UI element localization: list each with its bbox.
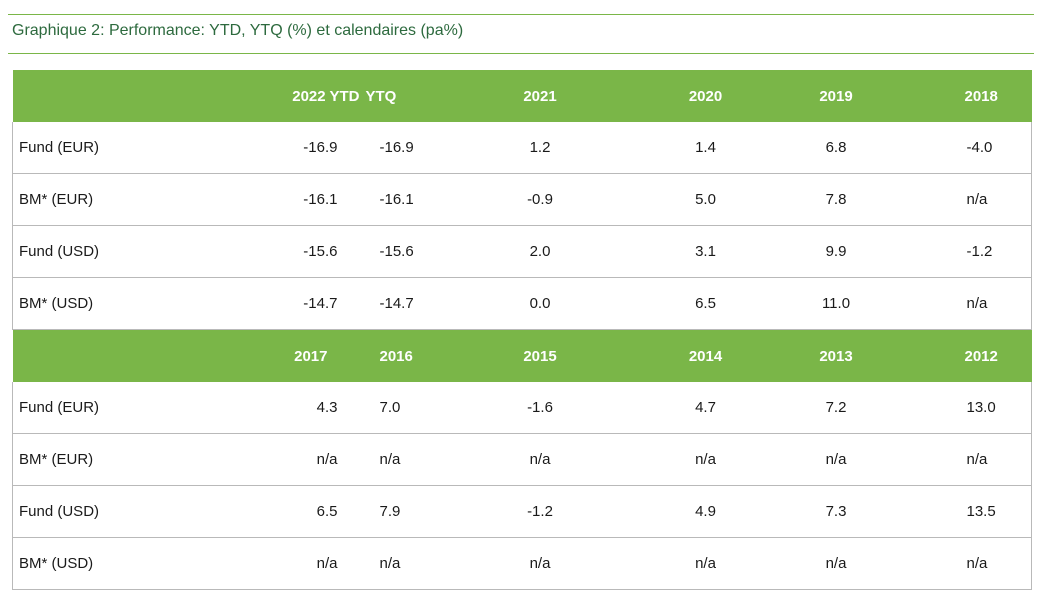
table-cell: 5.0 <box>628 173 783 226</box>
table-cell: 7.9 <box>365 485 452 538</box>
table-cell: -16.1 <box>257 173 366 226</box>
caption-rule <box>8 53 1034 54</box>
header-row: 2022 YTD YTQ 2021 2020 2019 2018 <box>12 70 1032 122</box>
table-cell: 13.5 <box>889 485 1032 538</box>
table-cell: 1.4 <box>628 122 783 174</box>
table-cell: -14.7 <box>257 277 366 330</box>
row-label: BM* (USD) <box>12 277 258 330</box>
header-cell <box>12 70 258 122</box>
table-cell: n/a <box>889 433 1032 486</box>
table-cell: 7.2 <box>782 382 890 434</box>
table-cell: n/a <box>782 537 890 590</box>
header-cell: 2016 <box>365 329 452 382</box>
table-cell: n/a <box>628 537 783 590</box>
table-cell: -4.0 <box>889 122 1032 174</box>
table-cell: 2.0 <box>451 225 629 278</box>
performance-table: 2022 YTD YTQ 2021 2020 2019 2018 Fund (E… <box>12 70 1032 590</box>
table-row: BM* (USD) -14.7 -14.7 0.0 6.5 11.0 n/a <box>12 277 1032 330</box>
row-label: Fund (EUR) <box>12 122 258 174</box>
table-cell: n/a <box>451 433 629 486</box>
table-row: Fund (USD) 6.5 7.9 -1.2 4.9 7.3 13.5 <box>12 485 1032 538</box>
table-cell: -1.6 <box>451 382 629 434</box>
table-cell: 6.5 <box>628 277 783 330</box>
table-cell: -1.2 <box>451 485 629 538</box>
table-cell: n/a <box>889 277 1032 330</box>
table-cell: 13.0 <box>889 382 1032 434</box>
header-cell: 2014 <box>628 329 783 382</box>
table-cell: 0.0 <box>451 277 629 330</box>
table-row: BM* (EUR) n/a n/a n/a n/a n/a n/a <box>12 433 1032 486</box>
header-cell: YTQ <box>365 70 452 122</box>
table-cell: n/a <box>257 537 366 590</box>
table-cell: n/a <box>628 433 783 486</box>
header-cell: 2022 YTD <box>257 70 366 122</box>
table-cell: n/a <box>451 537 629 590</box>
table-cell: 9.9 <box>782 225 890 278</box>
table-cell: 3.1 <box>628 225 783 278</box>
table-row: BM* (EUR) -16.1 -16.1 -0.9 5.0 7.8 n/a <box>12 173 1032 226</box>
header-cell: 2021 <box>451 70 629 122</box>
table-cell: 7.8 <box>782 173 890 226</box>
table-cell: -16.1 <box>365 173 452 226</box>
header-cell <box>12 329 258 382</box>
table-caption: Graphique 2: Performance: YTD, YTQ (%) e… <box>12 22 464 39</box>
table-cell: 4.3 <box>257 382 366 434</box>
table-cell: n/a <box>365 537 452 590</box>
table-cell: n/a <box>782 433 890 486</box>
header-cell: 2018 <box>889 70 1032 122</box>
table-cell: 4.7 <box>628 382 783 434</box>
table-cell: 11.0 <box>782 277 890 330</box>
table-cell: -16.9 <box>365 122 452 174</box>
table-cell: 4.9 <box>628 485 783 538</box>
table-row: Fund (EUR) 4.3 7.0 -1.6 4.7 7.2 13.0 <box>12 382 1032 434</box>
table-cell: n/a <box>365 433 452 486</box>
header-cell: 2020 <box>628 70 783 122</box>
table-row: Fund (EUR) -16.9 -16.9 1.2 1.4 6.8 -4.0 <box>12 122 1032 174</box>
header-cell: 2019 <box>782 70 890 122</box>
table-cell: 6.8 <box>782 122 890 174</box>
row-label: BM* (USD) <box>12 537 258 590</box>
table-cell: -15.6 <box>257 225 366 278</box>
table-cell: 7.0 <box>365 382 452 434</box>
header-cell: 2015 <box>451 329 629 382</box>
table-cell: -16.9 <box>257 122 366 174</box>
table-cell: 7.3 <box>782 485 890 538</box>
row-label: BM* (EUR) <box>12 173 258 226</box>
table-cell: -15.6 <box>365 225 452 278</box>
table-cell: -0.9 <box>451 173 629 226</box>
header-cell: 2017 <box>257 329 366 382</box>
table-cell: n/a <box>257 433 366 486</box>
table-cell: 6.5 <box>257 485 366 538</box>
row-label: Fund (USD) <box>12 485 258 538</box>
table-cell: n/a <box>889 537 1032 590</box>
header-cell: 2013 <box>782 329 890 382</box>
table-cell: n/a <box>889 173 1032 226</box>
table-cell: 1.2 <box>451 122 629 174</box>
top-rule <box>8 14 1034 15</box>
table-row: Fund (USD) -15.6 -15.6 2.0 3.1 9.9 -1.2 <box>12 225 1032 278</box>
header-cell: 2012 <box>889 329 1032 382</box>
header-row: 2017 2016 2015 2014 2013 2012 <box>12 329 1032 382</box>
table-cell: -14.7 <box>365 277 452 330</box>
table-row: BM* (USD) n/a n/a n/a n/a n/a n/a <box>12 537 1032 590</box>
row-label: Fund (USD) <box>12 225 258 278</box>
row-label: Fund (EUR) <box>12 382 258 434</box>
table-cell: -1.2 <box>889 225 1032 278</box>
row-label: BM* (EUR) <box>12 433 258 486</box>
